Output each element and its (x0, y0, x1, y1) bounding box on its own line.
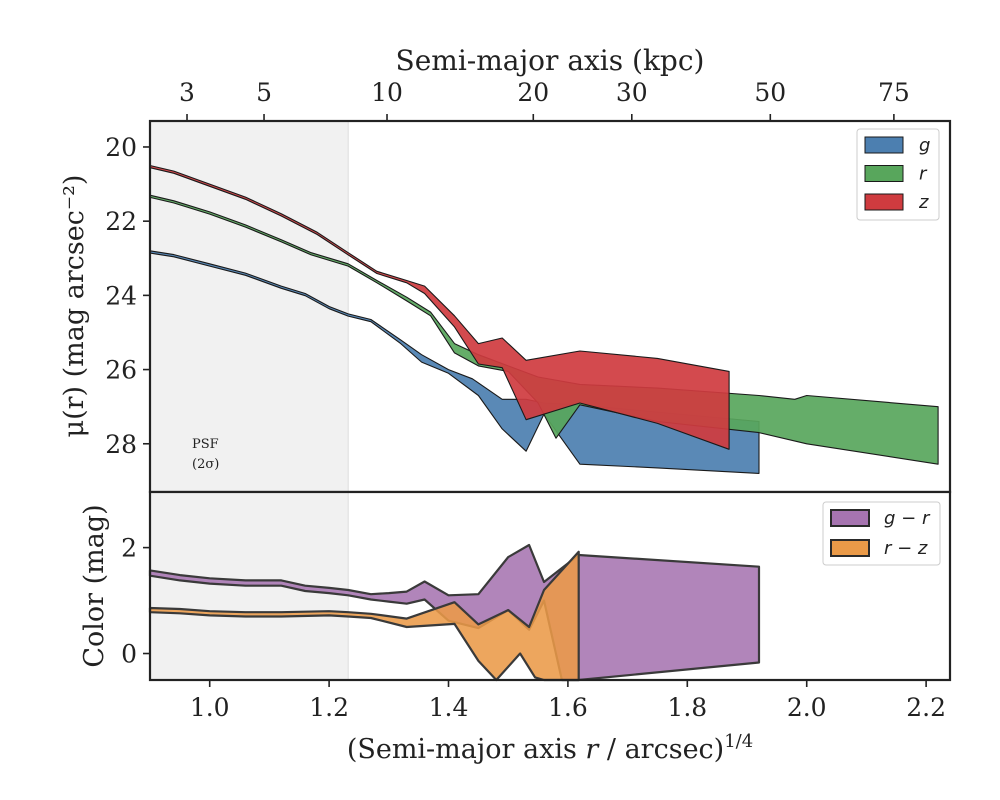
top-kpc-tick-label: 30 (616, 78, 648, 107)
top-legend: grz (856, 128, 940, 221)
psf-shaded-region (150, 121, 349, 492)
bottom-x-tick-label: 2.2 (906, 693, 946, 722)
top-kpc-tick-label: 3 (179, 78, 195, 107)
color-bands (148, 543, 761, 682)
bottom-x-axis-ticks: 1.0 1.2 1.4 1.6 1.8 2.0 2.2 (190, 680, 946, 722)
bottom-x-tick-label: 1.6 (548, 693, 588, 722)
legend-label-z: z (918, 192, 929, 213)
bottom-x-tick-label: 1.8 (667, 693, 707, 722)
top-kpc-tick-label: 5 (256, 78, 272, 107)
x-title-rest: / arcsec) (598, 734, 724, 765)
legend-swatch-r (864, 165, 904, 182)
surface-brightness-bands (149, 164, 939, 474)
legend-label-r: r (919, 164, 928, 185)
top-kpc-tick-label: 50 (754, 78, 786, 107)
bottom-frame (148, 490, 952, 682)
top-y-axis-title: μ(r) (mag arcsec⁻²) (59, 175, 90, 438)
legend-swatch-color-0 (830, 509, 870, 527)
bottom-y-tick-label: 0 (121, 640, 137, 669)
bottom-y-tick-label: 2 (121, 534, 137, 563)
legend-label-color-0: g − r (884, 508, 931, 529)
top-y-tick-label: 28 (105, 430, 137, 459)
bottom-y-axis-title: Color (mag) (79, 504, 110, 667)
legend-swatch-z (864, 193, 904, 211)
bottom-y-axis-ticks: 02 (121, 534, 150, 669)
band-z (149, 164, 730, 450)
psf-label-line2: (2σ) (192, 457, 219, 472)
bottom-axis-title: (Semi-major axis r / arcsec)1/4 (347, 731, 753, 765)
bottom-x-tick-label: 2.0 (787, 693, 827, 722)
bottom-x-tick-label: 1.0 (190, 693, 230, 722)
top-y-axis-ticks: 20 22 24 26 28 (105, 133, 150, 459)
top-y-tick-label: 24 (105, 281, 137, 310)
top-kpc-axis-ticks: 3 5 10 20 30 50 75 (179, 78, 910, 121)
legend-swatch-color-1 (830, 539, 870, 557)
top-kpc-tick-label: 20 (517, 78, 549, 107)
legend-label-g: g (919, 135, 930, 156)
bottom-x-tick-label: 1.2 (309, 693, 349, 722)
x-title-main: (Semi-major axis (347, 734, 586, 765)
top-y-tick-label: 20 (105, 133, 137, 162)
band-g (149, 250, 760, 474)
legend-swatch-g (864, 136, 904, 154)
surface-brightness-panel: 20 22 24 26 28 3 5 10 20 30 50 75 PSF (2σ) grz (105, 78, 952, 494)
bottom-legend: g − r r − z (822, 501, 941, 566)
legend-label-color-1: r − z (884, 538, 928, 559)
band-r (149, 194, 939, 465)
top-kpc-tick-label: 75 (878, 78, 910, 107)
top-kpc-tick-label: 10 (371, 78, 403, 107)
top-y-tick-label: 22 (105, 207, 137, 236)
top-axis-title: Semi-major axis (kpc) (396, 44, 705, 77)
x-title-exponent: 1/4 (724, 731, 753, 752)
bottom-x-tick-label: 1.4 (429, 693, 469, 722)
color-profile-panel: 02 1.0 1.2 1.4 1.6 1.8 2.0 2.2 g − rr − z (121, 490, 952, 722)
psf-label-line1: PSF (192, 437, 219, 452)
top-y-tick-label: 26 (105, 356, 137, 385)
x-title-var: r (585, 734, 600, 765)
